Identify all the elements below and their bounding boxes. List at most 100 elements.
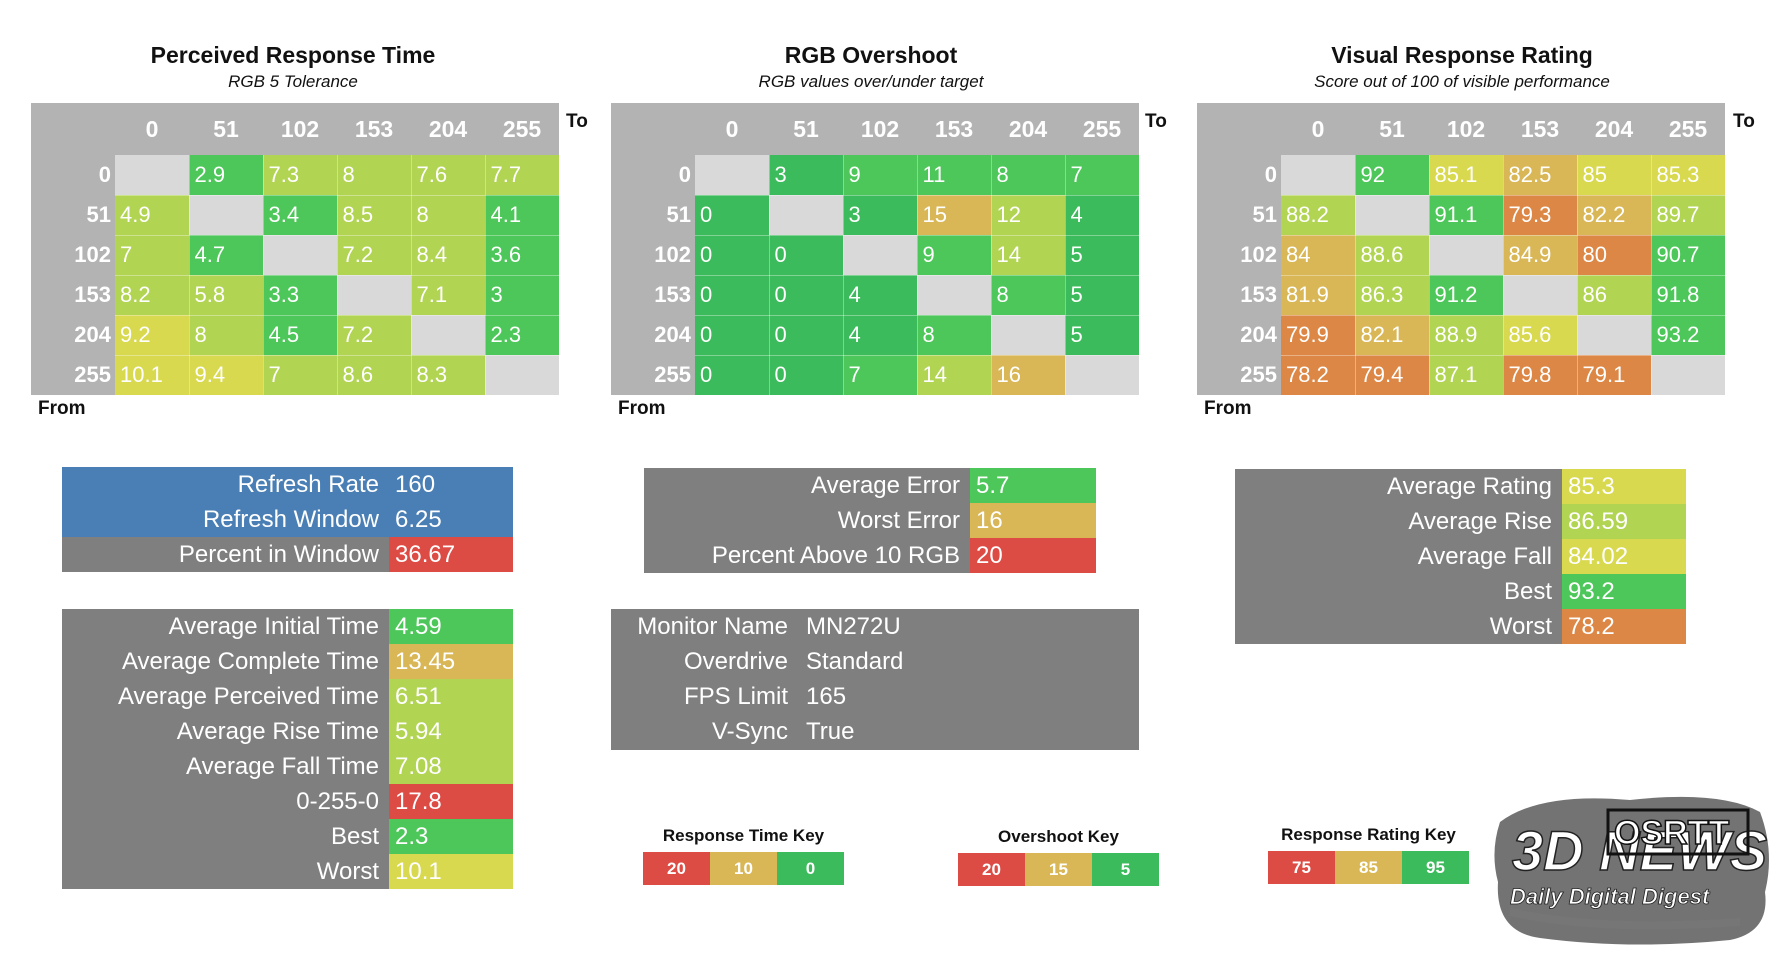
heatmap-cell: 92 [1355, 155, 1430, 196]
response-rating-key: Response Rating Key 75 85 95 [1268, 825, 1469, 884]
stat-label: Average Rating [1235, 469, 1562, 504]
refresh-stats-box: Refresh Rate 160 Refresh Window 6.25 Percent… [62, 467, 513, 572]
heatmap-rating: 0 51 102 153 204 255 0 92 85.1 82.5 85 85.3 51 88.2 91… [1197, 103, 1726, 396]
stat-row: Refresh Rate 160 [62, 467, 513, 502]
column-header: 0 [695, 103, 769, 155]
heatmap-cell: 79.4 [1355, 355, 1430, 396]
heatmap-cell: 8.3 [411, 355, 486, 396]
heatmap-response-time: 0 51 102 153 204 255 0 2.9 7.3 8 7.6 7.7 51 4.9 3.4 8.5… [31, 103, 560, 396]
heatmap-cell: 82.2 [1577, 195, 1652, 236]
chart-subtitle-response-time: RGB 5 Tolerance [228, 72, 358, 91]
heatmap-cell-empty [1065, 355, 1140, 396]
stat-label: Best [62, 819, 389, 854]
heatmap-cell-empty [1503, 275, 1578, 316]
heatmap-cell: 8.6 [337, 355, 412, 396]
heatmap-cell: 9.2 [115, 315, 190, 356]
stat-label: Average Perceived Time [62, 679, 389, 714]
monitor-info-row: Overdrive Standard [611, 644, 1139, 679]
row-header: 255 [611, 355, 695, 395]
stat-value: 13.45 [389, 644, 513, 679]
heatmap-cell: 5 [1065, 235, 1140, 276]
heatmap-cell: 7.6 [411, 155, 486, 196]
heatmap-cell: 0 [695, 315, 770, 356]
stat-value: 2.3 [389, 819, 513, 854]
stat-label: Average Complete Time [62, 644, 389, 679]
row-header: 102 [611, 235, 695, 275]
stat-row: 0-255-0 17.8 [62, 784, 513, 819]
stat-row: Average Error 5.7 [644, 468, 1096, 503]
stat-value: 36.67 [389, 537, 513, 572]
heatmap-cell: 12 [991, 195, 1066, 236]
stat-row: Average Rating 85.3 [1235, 469, 1686, 504]
heatmap-cell-empty [1429, 235, 1504, 276]
heatmap-cell: 10.1 [115, 355, 190, 396]
logo-brush-tail [1509, 908, 1741, 930]
heatmap-cell: 90.7 [1651, 235, 1726, 276]
heatmap-cell: 4.9 [115, 195, 190, 236]
heatmap-cell-empty [991, 315, 1066, 356]
monitor-info-label: Monitor Name [637, 612, 788, 640]
chart-subtitle-rating: Score out of 100 of visible performance [1314, 72, 1610, 91]
stat-label: Best [1235, 574, 1562, 609]
stat-label: Average Initial Time [62, 609, 389, 644]
heatmap-cell: 80 [1577, 235, 1652, 276]
heatmap-cell: 8 [337, 155, 412, 196]
heatmap-cell: 2.9 [189, 155, 264, 196]
stat-value: 6.25 [389, 502, 513, 537]
heatmap-cell: 84 [1281, 235, 1356, 276]
row-header: 0 [31, 155, 115, 195]
heatmap-row: 153 0 0 4 8 5 [611, 275, 1140, 316]
stat-row: Refresh Window 6.25 [62, 502, 513, 537]
heatmap-cell: 7.7 [485, 155, 560, 196]
logo-brush-stroke [1494, 796, 1769, 945]
stat-label: Worst Error [644, 503, 970, 538]
heatmap-cell: 14 [917, 355, 992, 396]
heatmap-cell: 2.3 [485, 315, 560, 356]
stat-row: Average Fall 84.02 [1235, 539, 1686, 574]
column-header: 153 [1503, 103, 1577, 155]
heatmap-cell-empty [769, 195, 844, 236]
heatmap-cell: 8 [411, 195, 486, 236]
row-header: 51 [611, 195, 695, 235]
row-header: 153 [31, 275, 115, 315]
heatmap-row: 204 9.2 8 4.5 7.2 2.3 [31, 315, 560, 356]
heatmap-cell-empty [189, 195, 264, 236]
heatmap-row: 204 0 0 4 8 5 [611, 315, 1140, 356]
heatmap-cell: 0 [769, 355, 844, 396]
row-header: 255 [1197, 355, 1281, 395]
stat-value: 20 [970, 538, 1096, 573]
monitor-info-label: V-Sync [711, 717, 788, 745]
overshoot-key: Overshoot Key 20 15 5 [958, 827, 1159, 886]
heatmap-cell-empty [115, 155, 190, 196]
chart-title-overshoot: RGB Overshoot [784, 42, 958, 68]
heatmap-cell: 3.3 [263, 275, 338, 316]
heatmap-row: 204 79.9 82.1 88.9 85.6 93.2 [1197, 315, 1726, 356]
stat-row: Worst 78.2 [1235, 609, 1686, 644]
stat-label: 0-255-0 [62, 784, 389, 819]
heatmap-row: 102 0 0 9 14 5 [611, 235, 1140, 276]
row-header: 0 [1197, 155, 1281, 195]
heatmap-cell: 7.2 [337, 235, 412, 276]
heatmap-cell: 3 [769, 155, 844, 196]
stat-value: 78.2 [1562, 609, 1686, 644]
heatmap-cell: 8.5 [337, 195, 412, 236]
heatmap-cell: 8 [189, 315, 264, 356]
heatmap-corner [1197, 103, 1281, 155]
heatmap-cell: 0 [695, 195, 770, 236]
heatmap-cell: 7 [1065, 155, 1140, 196]
column-header: 255 [485, 103, 559, 155]
heatmap-cell: 4.1 [485, 195, 560, 236]
heatmap-cell: 85 [1577, 155, 1652, 196]
monitor-info-value: 165 [806, 682, 847, 710]
heatmap-cell: 4 [843, 275, 918, 316]
key-cells: 75 85 95 [1268, 851, 1469, 884]
column-header: 204 [991, 103, 1065, 155]
heatmap-row: 51 0 3 15 12 4 [611, 195, 1140, 236]
heatmap-corner [611, 103, 695, 155]
stat-label: Percent Above 10 RGB [644, 538, 970, 573]
heatmap-cell-empty [917, 275, 992, 316]
row-header: 102 [31, 235, 115, 275]
heatmap-cell-empty [337, 275, 412, 316]
row-header: 255 [31, 355, 115, 395]
to-label: To [1733, 111, 1755, 132]
